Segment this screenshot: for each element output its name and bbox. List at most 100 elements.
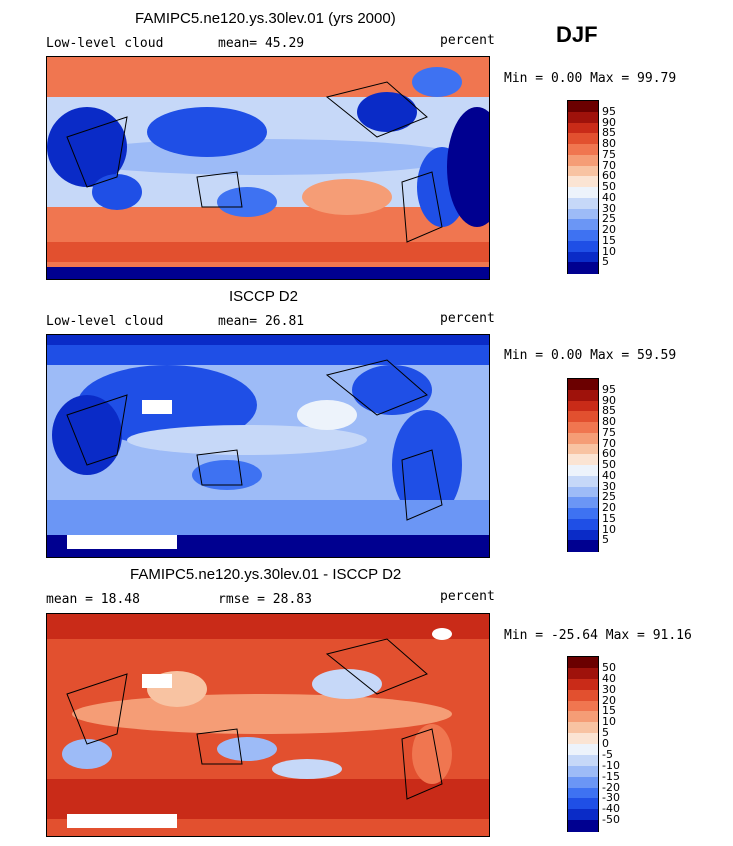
colorbar-box [568,657,598,669]
colorbar-box [568,744,598,756]
colorbar-box [568,475,598,487]
colorbar-box [568,540,598,552]
colorbar-label: 50 [602,180,616,193]
units-label: percent [440,311,495,326]
colorbar-box [568,454,598,466]
colorbar-label: 5 [602,255,609,269]
colorbar-model: 95 90 85 80 75 70 60 50 40 30 25 20 15 10 5 [567,100,616,274]
map-model [46,56,490,280]
colorbar-box [568,497,598,509]
colorbar-label: 50 [602,660,616,674]
colorbar-label: 50 [602,458,616,471]
colorbar-box [568,443,598,455]
colorbar-label: 85 [602,404,616,418]
colorbar-box [568,432,598,444]
colorbar-box [568,508,598,520]
colorbar-box [568,700,598,712]
colorbar-label: 80 [602,415,616,428]
colorbar-box [568,389,598,401]
colorbar-label: 20 [602,693,616,707]
colorbar-box [568,240,598,252]
colorbar-label: 90 [602,115,616,129]
colorbar-box [568,197,598,209]
colorbar-box [568,101,598,113]
colorbar-box [568,667,598,680]
map-obs [46,334,490,558]
colorbar-label: 15 [602,511,616,525]
panel-title: ISCCP D2 [229,288,298,305]
colorbar-box [568,722,598,734]
colorbar-box [568,776,598,788]
colorbar-label: 95 [602,104,616,118]
minmax-label: Min = 0.00 Max = 59.59 [504,348,677,363]
colorbar-box [568,187,598,199]
colorbar-box [568,154,598,166]
variable-label: Low-level cloud [46,36,164,51]
colorbar-label: 20 [602,501,616,514]
colorbar-box [568,111,598,123]
colorbar-box [568,465,598,477]
colorbar-box [568,820,598,832]
colorbar-label: -5 [602,747,613,761]
colorbar-box [568,176,598,188]
minmax-label: Min = 0.00 Max = 99.79 [504,71,677,86]
colorbar-box [568,422,598,434]
colorbar-box [568,208,598,220]
colorbar-label: 40 [602,190,616,204]
colorbar-label: 30 [602,479,616,493]
panel-title: FAMIPC5.ne120.ys.30lev.01 (yrs 2000) [135,10,396,27]
colorbar-box [568,765,598,778]
colorbar-label: 5 [602,726,609,740]
colorbar-obs: 95 90 85 80 75 70 60 50 40 30 25 20 15 10 5 [567,378,616,552]
colorbar-box [568,122,598,134]
colorbar-box [568,711,598,723]
colorbar-label: 40 [602,671,616,685]
colorbar-box [568,251,598,263]
colorbar-box [568,165,598,177]
colorbar-label: 60 [602,447,616,461]
colorbar-label: -40 [602,802,620,816]
colorbar-label: -15 [602,769,620,783]
colorbar-label: 15 [602,233,616,247]
colorbar-box [568,754,598,767]
units-label: percent [440,33,495,48]
colorbar-box [568,486,598,498]
colorbar-box [568,678,598,691]
season-label: DJF [556,22,598,47]
colorbar-box [568,518,598,530]
colorbar-label: 10 [602,715,616,729]
colorbar-label: 30 [602,201,616,215]
colorbar-box [568,689,598,701]
colorbar-label: 15 [602,704,616,718]
colorbar-label: 25 [602,212,616,226]
colorbar-box [568,144,598,156]
colorbar-box [568,400,598,412]
colorbar-label: 25 [602,490,616,504]
colorbar-label: 75 [602,425,616,439]
colorbar-label: 20 [602,223,616,236]
colorbar-box [568,733,598,745]
colorbar-box [568,133,598,145]
colorbar-label: 75 [602,147,616,161]
colorbar-label: 60 [602,169,616,183]
colorbar-box [568,798,598,810]
colorbar-label: 80 [602,137,616,150]
panel-title: FAMIPC5.ne120.ys.30lev.01 - ISCCP D2 [130,566,402,583]
rmse-label: rmse = 28.83 [218,592,312,607]
colorbar-label: 70 [602,436,616,450]
colorbar-label: 70 [602,158,616,172]
colorbar-box [568,787,598,799]
colorbar-label: -20 [602,780,620,794]
colorbar-box [568,529,598,541]
colorbar-label: 0 [602,737,609,750]
mean-label: mean= 26.81 [218,314,305,329]
colorbar-label: 10 [602,244,616,258]
colorbar-label: 30 [602,682,616,696]
mean-label: mean = 18.48 [46,592,140,607]
colorbar-label: -10 [602,758,620,772]
colorbar-box [568,230,598,242]
colorbar-box [568,411,598,423]
colorbar-label: 40 [602,468,616,482]
colorbar-label: 5 [602,533,609,547]
colorbar-label: -30 [602,791,620,805]
